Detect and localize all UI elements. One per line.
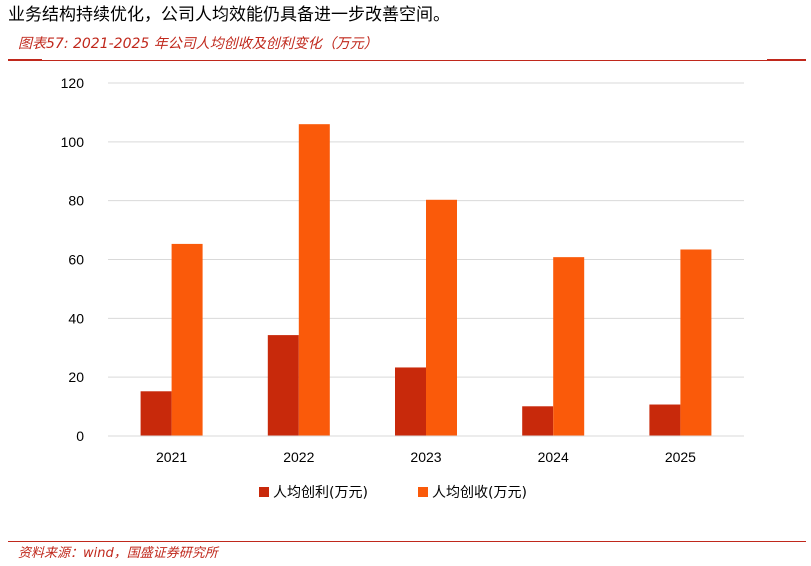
y-tick-label: 100: [61, 134, 85, 150]
top-divider: [8, 60, 806, 61]
legend-swatch: [418, 487, 428, 497]
bottom-divider: [8, 541, 806, 542]
bar-revenue-per-capita: [171, 243, 203, 436]
y-tick-label: 120: [61, 75, 85, 91]
bar-revenue-per-capita: [298, 124, 330, 436]
gridlines: [108, 82, 744, 378]
x-tick-label: 2022: [283, 449, 314, 465]
bar-revenue-per-capita: [426, 199, 457, 436]
bar-profit-per-capita: [140, 391, 172, 436]
bar-profit-per-capita: [267, 335, 299, 436]
y-tick-label: 80: [68, 193, 84, 209]
x-axis-ticks: 2021 2022 2023 2024 2025: [156, 449, 696, 465]
legend-swatch: [259, 487, 269, 497]
bar-revenue-per-capita: [680, 249, 712, 436]
bars: [140, 124, 712, 436]
y-tick-label: 40: [68, 310, 84, 326]
figure-title: 图表57: 2021-2025 年公司人均创收及创利变化（万元）: [18, 36, 378, 52]
y-tick-label: 60: [68, 252, 84, 268]
legend-label: 人均创收(万元): [432, 485, 527, 501]
legend-label: 人均创利(万元): [273, 485, 368, 501]
y-tick-label: 0: [76, 428, 84, 444]
bar-profit-per-capita: [522, 406, 554, 436]
y-tick-label: 20: [68, 369, 84, 385]
top-divider-accent-right: [767, 59, 806, 61]
y-axis-ticks: 0 20 40 60 80 100 120: [61, 75, 85, 444]
x-tick-label: 2024: [538, 449, 569, 465]
top-divider-accent-left: [8, 59, 42, 61]
intro-text: 业务结构持续优化，公司人均效能仍具备进一步改善空间。: [8, 5, 450, 25]
x-tick-label: 2023: [410, 449, 441, 465]
bar-profit-per-capita: [649, 404, 681, 436]
source-note: 资料来源：wind，国盛证券研究所: [18, 546, 218, 561]
bar-profit-per-capita: [395, 367, 426, 436]
bar-revenue-per-capita: [553, 257, 585, 436]
x-tick-label: 2025: [665, 449, 696, 465]
x-tick-label: 2021: [156, 449, 187, 465]
legend: 人均创利(万元) 人均创收(万元): [259, 485, 527, 501]
